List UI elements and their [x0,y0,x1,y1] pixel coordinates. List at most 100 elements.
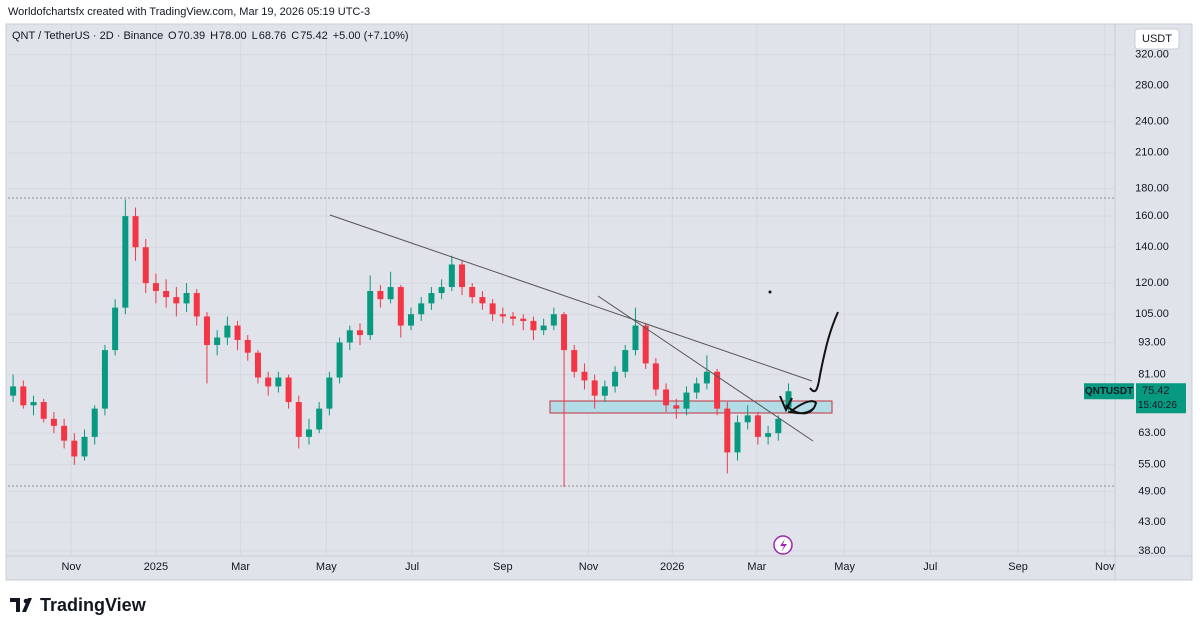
candle-body [530,320,537,331]
support-zone [549,400,833,414]
symbol: QNT / TetherUS · 2D · Binance [12,30,163,42]
candle-body [632,325,639,351]
candle-body [10,386,17,396]
candle-body [489,303,496,315]
y-tick-label: 280.00 [1135,80,1169,92]
candle-body [112,307,119,351]
candle-body [91,408,98,437]
candle-body [122,216,129,308]
legend-key: O [168,30,177,42]
credit: Worldofchartsfx created with TradingView… [8,6,370,18]
x-tick-label: Nov [61,561,81,573]
legend-value: 75.42 [300,30,328,42]
candle-body [20,386,27,406]
candle-body [346,330,353,343]
candle-body [601,386,608,396]
candle-body [214,337,221,345]
y-tick-label: 93.00 [1138,336,1166,348]
candle-body [663,389,670,406]
legend-value: 70.39 [178,30,206,42]
trendline [329,214,813,382]
candle-body [367,291,374,336]
x-tick-label: Jul [405,561,419,573]
x-tick-label: 2025 [144,561,168,573]
candle-body [183,293,190,304]
candle-body [163,291,170,298]
candle-body [295,402,302,437]
y-tick-label: 160.00 [1135,210,1169,222]
legend-change: +5.00 (+7.10%) [333,30,409,42]
legend-key: L [252,30,258,42]
candle-body [132,216,139,248]
candle-body [642,325,649,364]
y-tick-label: 120.00 [1135,277,1169,289]
price-tag-value: 75.42 [1142,385,1170,397]
y-tick-label: 55.00 [1138,459,1166,471]
x-tick-label: Nov [579,561,599,573]
currency[interactable]: USDT [1142,33,1172,45]
candle-body [50,418,57,426]
y-tick-label: 320.00 [1135,49,1169,61]
candle-body [683,392,690,409]
candle-body [703,371,710,384]
y-tick-label: 180.00 [1135,183,1169,195]
candle-body [142,247,149,284]
candle-body [387,287,394,300]
countdown: 15:40:26 [1138,400,1177,411]
candle-body [265,377,272,387]
candle-body [71,440,78,457]
candle-body [561,314,568,351]
candle-body [234,325,241,340]
x-tick-label: Nov [1095,561,1115,573]
candle-body [61,425,68,441]
x-tick-label: Mar [231,561,250,573]
candle-body [305,429,312,437]
trendline [597,295,814,442]
y-tick-label: 140.00 [1135,241,1169,253]
y-tick-label: 63.00 [1138,427,1166,439]
candle-body [612,371,619,387]
candle-body [397,287,404,326]
candle-body [714,371,721,409]
candle-body [428,293,435,304]
y-tick-label: 38.00 [1138,545,1166,557]
candle-body [40,402,47,419]
candle-body [734,422,741,453]
candle-body [377,291,384,300]
candle-body [754,415,761,437]
candle-body [785,391,792,408]
candle-body [571,350,578,372]
candle-body [336,342,343,378]
candle-body [744,415,751,423]
candle-body [622,350,629,372]
candle-body [520,318,527,321]
x-tick-label: 2026 [660,561,684,573]
candle-body [479,297,486,304]
candle-body [193,293,200,317]
candle-body [673,405,680,409]
y-tick-label: 43.00 [1138,516,1166,528]
currency-button[interactable] [1134,28,1180,50]
events-icon-bolt [780,539,787,552]
ticker: QNTUSDT [1085,386,1133,397]
logo-mark [23,598,29,604]
candle-body [152,283,159,292]
x-tick-label: May [316,561,337,573]
candle-body [693,383,700,393]
logo-text: TradingView [40,595,147,615]
candle-body [459,264,466,288]
candle-body [408,314,415,326]
price-tag [1136,383,1186,414]
candle-body [550,314,557,326]
candle-body [418,303,425,315]
candle-body [275,377,282,387]
candle-body [254,352,261,378]
y-tick-label: 49.00 [1138,486,1166,498]
hand-drawn-arrowhead [779,395,793,413]
candle-body [775,418,782,434]
ticker-tag [1084,383,1134,400]
y-tick-label: 105.00 [1135,308,1169,320]
logo: TradingView [10,595,147,615]
